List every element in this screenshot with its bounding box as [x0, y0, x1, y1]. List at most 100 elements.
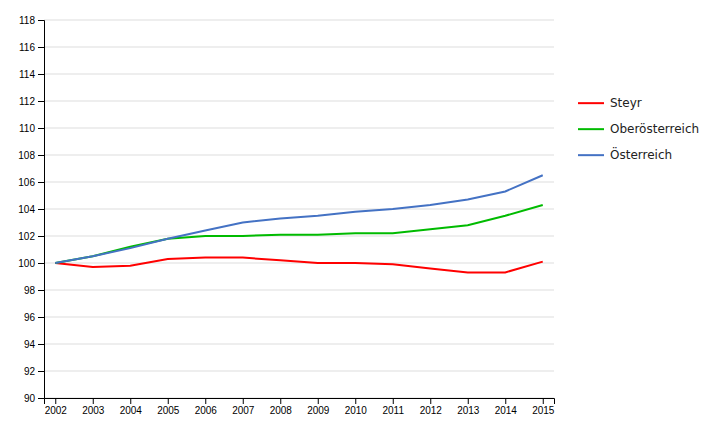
- grid-line: [44, 74, 554, 75]
- grid-line: [44, 101, 554, 102]
- legend-item: Österreich: [578, 146, 672, 162]
- tick-mark: [280, 398, 281, 404]
- tick: 2006: [195, 398, 218, 416]
- tick-label: 2003: [82, 405, 105, 416]
- tick-mark: [130, 398, 131, 404]
- tick: 106: [18, 177, 44, 188]
- tick-label: 2006: [195, 405, 218, 416]
- legend-item: Steyr: [578, 96, 642, 110]
- tick-mark: [38, 398, 44, 399]
- tick: 2003: [82, 398, 105, 416]
- tick-label: 96: [24, 312, 36, 323]
- tick-mark: [505, 398, 506, 404]
- tick-mark: [168, 398, 169, 404]
- tick: 2013: [457, 398, 480, 416]
- legend-swatch: [578, 154, 604, 156]
- legend-label: Steyr: [610, 96, 642, 110]
- tick: 92: [24, 366, 44, 377]
- tick-label: 2014: [495, 405, 518, 416]
- tick: 116: [19, 42, 44, 53]
- tick: 108: [18, 150, 44, 161]
- legend-label: Österreich: [610, 146, 672, 162]
- grid-line: [44, 182, 554, 183]
- tick-label: 116: [19, 42, 35, 53]
- tick: 112: [19, 96, 44, 107]
- tick: 96: [24, 312, 44, 323]
- tick: 2015: [532, 398, 555, 416]
- tick-label: 2010: [345, 405, 368, 416]
- tick-mark: [205, 398, 206, 404]
- tick-label: 2004: [120, 405, 143, 416]
- tick-label: 102: [18, 231, 35, 242]
- grid-line: [44, 209, 554, 210]
- grid-line: [44, 47, 554, 48]
- legend-item: Oberösterreich: [578, 122, 699, 136]
- y-axis: 90 92 94 96 98 100 102 104 106 108 110 112 114 116 118: [18, 15, 44, 404]
- tick: 90: [24, 393, 44, 404]
- tick: 104: [18, 204, 44, 215]
- legend-swatch: [578, 102, 604, 104]
- tick-label: 110: [19, 123, 35, 134]
- tick-label: 106: [18, 177, 35, 188]
- series-line: [55, 258, 543, 273]
- tick-label: 108: [18, 150, 35, 161]
- tick-mark: [355, 398, 356, 404]
- tick-label: 2011: [382, 405, 404, 416]
- tick-label: 2007: [232, 405, 255, 416]
- tick-mark: [393, 398, 394, 404]
- tick-label: 2009: [307, 405, 330, 416]
- tick: 100: [18, 258, 44, 269]
- legend: Steyr Oberösterreich Österreich: [578, 96, 699, 162]
- tick-mark: [243, 398, 244, 404]
- axis-line: [38, 21, 45, 399]
- tick-label: 118: [19, 15, 35, 26]
- grid: [44, 20, 554, 398]
- tick-label: 112: [19, 96, 35, 107]
- tick: 98: [24, 285, 44, 296]
- tick-label: 2012: [420, 405, 443, 416]
- plot-area: 2002200320042005200620072008200920102011…: [18, 15, 554, 416]
- tick: 2005: [157, 398, 180, 416]
- chart: 2002200320042005200620072008200920102011…: [0, 0, 714, 432]
- grid-line: [44, 20, 554, 21]
- x-axis: 2002200320042005200620072008200920102011…: [45, 398, 555, 416]
- tick-mark: [38, 74, 44, 75]
- tick-label: 90: [24, 393, 36, 404]
- grid-line: [44, 317, 554, 318]
- tick-mark: [38, 101, 44, 102]
- tick-mark: [318, 398, 319, 404]
- tick-mark: [38, 182, 44, 183]
- tick-label: 2008: [270, 405, 293, 416]
- tick-label: 100: [18, 258, 35, 269]
- tick: 2011: [382, 398, 404, 416]
- grid-line: [44, 155, 554, 156]
- tick-mark: [38, 263, 44, 264]
- tick-mark: [468, 398, 469, 404]
- tick-mark: [38, 344, 44, 345]
- tick: 2010: [345, 398, 368, 416]
- tick-label: 2005: [157, 405, 180, 416]
- tick-mark: [38, 155, 44, 156]
- tick-mark: [38, 20, 44, 21]
- tick: 2008: [270, 398, 293, 416]
- tick-mark: [93, 398, 94, 404]
- legend-swatch: [578, 128, 604, 130]
- tick-mark: [38, 47, 44, 48]
- tick-mark: [38, 317, 44, 318]
- tick: 110: [19, 123, 44, 134]
- tick-label: 94: [24, 339, 36, 350]
- tick-label: 114: [19, 69, 35, 80]
- grid-line: [44, 290, 554, 291]
- tick-mark: [38, 236, 44, 237]
- tick: 2004: [120, 398, 143, 416]
- grid-line: [44, 344, 554, 345]
- tick: 2012: [420, 398, 443, 416]
- tick-mark: [543, 398, 544, 404]
- tick: 2014: [495, 398, 518, 416]
- lines: [55, 175, 543, 272]
- tick-label: 2013: [457, 405, 480, 416]
- legend-label: Oberösterreich: [610, 122, 699, 136]
- tick: 94: [24, 339, 44, 350]
- tick: 2007: [232, 398, 255, 416]
- tick: 102: [18, 231, 44, 242]
